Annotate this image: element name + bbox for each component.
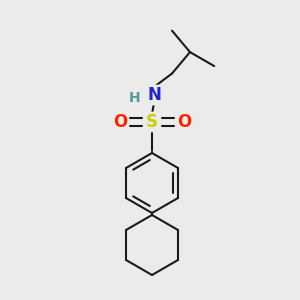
Text: N: N — [147, 86, 161, 104]
Text: S: S — [146, 113, 158, 131]
Text: O: O — [177, 113, 191, 131]
Text: H: H — [129, 91, 141, 105]
Text: O: O — [113, 113, 127, 131]
